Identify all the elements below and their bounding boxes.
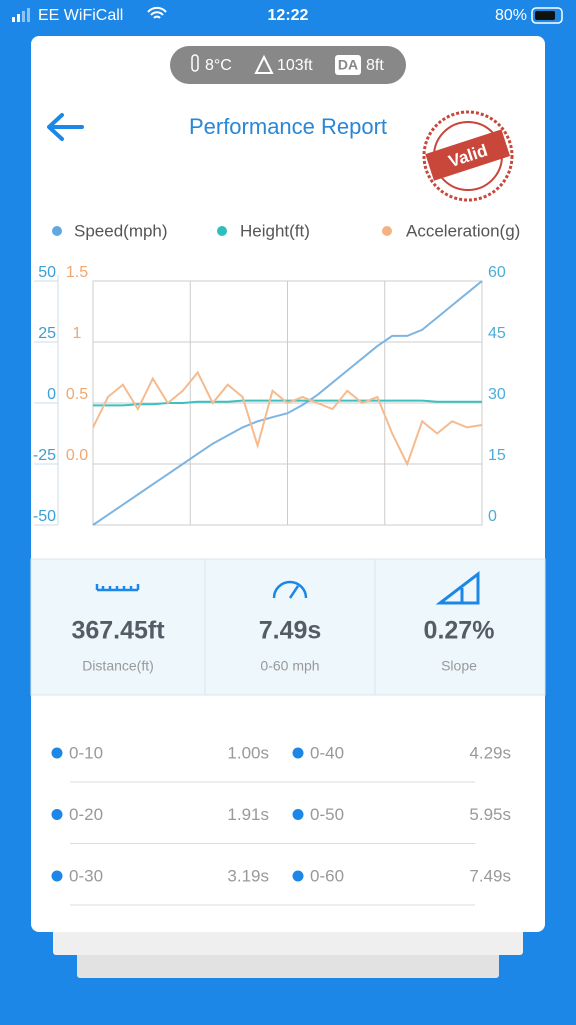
series-line xyxy=(93,399,482,407)
legend-dot xyxy=(52,226,62,236)
split-range: 0-60 xyxy=(310,866,344,885)
y3-tick-label: 1 xyxy=(73,325,82,342)
y-tick-label: 50 xyxy=(38,264,56,281)
y-tick-label: -50 xyxy=(33,508,56,525)
split-time: 7.49s xyxy=(469,866,511,885)
da-badge xyxy=(335,55,361,75)
y3-tick-label: 1.5 xyxy=(66,264,88,281)
stat-value: 367.45ft xyxy=(71,617,165,645)
y2-tick-label: 30 xyxy=(488,386,506,403)
split-time: 3.19s xyxy=(227,866,269,885)
split-range: 0-40 xyxy=(310,743,344,762)
carrier: EE WiFiCall xyxy=(38,7,123,24)
y-tick-label: -25 xyxy=(33,447,56,464)
split-dot xyxy=(292,809,304,820)
y-tick-label: 25 xyxy=(38,325,56,342)
stat-label: Distance(ft) xyxy=(82,658,154,674)
signal xyxy=(12,8,30,22)
stat-value: 7.49s xyxy=(259,617,322,645)
legend-dot xyxy=(217,226,227,236)
split-range: 0-30 xyxy=(69,866,103,885)
split-dot xyxy=(51,747,63,759)
thermometer-icon xyxy=(191,54,199,72)
y3-tick-label: 0.5 xyxy=(66,386,88,403)
y2-tick-label: 15 xyxy=(488,447,506,464)
y2-tick-label: 0 xyxy=(488,508,497,525)
wifi-icon xyxy=(147,6,167,19)
split-time: 1.91s xyxy=(227,805,269,824)
page-title: Performance Report xyxy=(189,114,387,139)
split-time: 5.95s xyxy=(469,805,511,824)
split-dot xyxy=(292,747,304,759)
back-button[interactable] xyxy=(47,113,84,141)
series-line xyxy=(92,370,483,467)
split-time: 1.00s xyxy=(227,743,269,762)
altitude: 103ft xyxy=(277,57,313,74)
y3-tick-label: 0.0 xyxy=(66,447,88,464)
da-label: DA xyxy=(338,57,358,73)
split-range: 0-10 xyxy=(69,743,103,762)
stat-label: 0-60 mph xyxy=(260,658,319,674)
split-time: 4.29s xyxy=(469,743,511,762)
y2-tick-label: 45 xyxy=(488,325,506,342)
speedometer-icon xyxy=(272,580,308,599)
battery-level xyxy=(535,11,555,20)
y2-tick-label: 60 xyxy=(488,264,506,281)
split-dot xyxy=(51,809,63,820)
y-tick-label: 0 xyxy=(47,386,56,403)
stat-label: Slope xyxy=(441,658,477,674)
series-line xyxy=(92,280,483,526)
split-dot xyxy=(292,870,304,882)
legend-dot xyxy=(382,226,392,236)
split-range: 0-20 xyxy=(69,805,103,824)
legend-label: Acceleration(g) xyxy=(406,221,520,240)
mountain-icon xyxy=(254,54,274,74)
legend-label: Speed(mph) xyxy=(74,221,168,240)
ruler-icon xyxy=(95,584,140,592)
battery-icon xyxy=(531,7,563,24)
split-dot xyxy=(51,870,63,882)
split-range: 0-50 xyxy=(310,805,344,824)
temperature: 8°C xyxy=(205,57,232,74)
clock: 12:22 xyxy=(268,7,309,24)
legend-label: Height(ft) xyxy=(240,221,310,240)
stat-value: 0.27% xyxy=(424,617,495,645)
density-altitude: 8ft xyxy=(366,57,384,74)
battery-percent: 80% xyxy=(495,7,527,24)
slope-icon xyxy=(435,570,480,605)
valid-stamp: Valid xyxy=(422,110,514,202)
